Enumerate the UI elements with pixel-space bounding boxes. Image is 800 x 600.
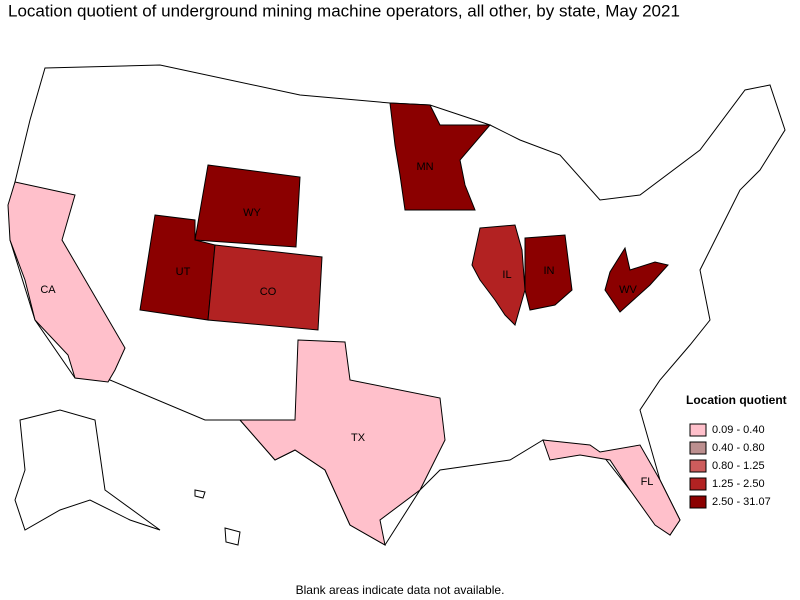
state-label: FL (641, 476, 654, 488)
legend-label: 0.09 - 0.40 (712, 424, 765, 436)
state-label: WV (619, 284, 637, 296)
legend-swatch (689, 423, 707, 437)
legend-title: Location quotient (686, 393, 787, 407)
legend-label: 1.25 - 2.50 (712, 478, 765, 490)
legend-label: 2.50 - 31.07 (712, 496, 771, 508)
legend-swatch (689, 477, 707, 491)
state (542, 439, 681, 536)
states (7, 102, 681, 546)
state (238, 339, 446, 546)
state-label: MN (416, 161, 433, 173)
state (194, 164, 301, 248)
legend-label: 0.80 - 1.25 (712, 460, 765, 472)
legend: 0.09 - 0.40 0.40 - 0.80 0.80 - 1.25 1.25 - … (689, 423, 771, 509)
hawaii (194, 489, 241, 546)
state (604, 246, 669, 313)
state (389, 102, 492, 211)
state-label: CA (40, 284, 56, 296)
state-label: TX (351, 432, 366, 444)
state-label: IL (502, 269, 511, 281)
state (524, 234, 573, 311)
state (207, 244, 323, 331)
map-title: Location quotient of underground mining … (8, 1, 680, 20)
state (7, 181, 126, 383)
state-label: WY (243, 207, 261, 219)
legend-swatch (689, 441, 707, 455)
alaska (14, 409, 161, 531)
legend-swatch (689, 459, 707, 473)
note: Blank areas indicate data not available. (296, 583, 505, 597)
state (471, 224, 526, 326)
state-label: CO (260, 286, 277, 298)
legend-label: 0.40 - 0.80 (712, 442, 765, 454)
state-label: IN (544, 265, 555, 277)
legend-swatch (689, 495, 707, 509)
state-labels: CA WY UT CO MN IL IN WV TX FL (40, 161, 653, 488)
state-label: UT (176, 266, 191, 278)
